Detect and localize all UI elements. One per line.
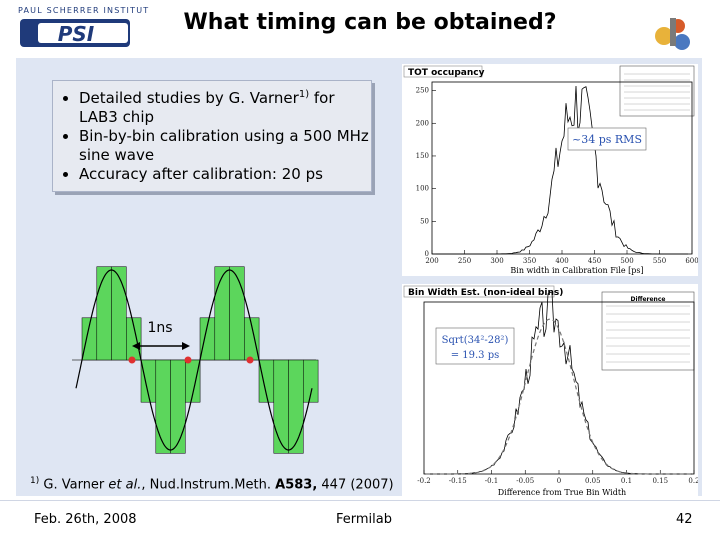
stats-box (601, 291, 695, 371)
x-tick-label: 0 (557, 477, 561, 485)
sine-calibration-diagram: 1ns (72, 266, 319, 454)
x-tick-label: 500 (620, 257, 633, 265)
footer-date: Feb. 26th, 2008 (34, 512, 137, 527)
sqrt-annotation-box (435, 327, 515, 365)
zero-crossing-dot (184, 356, 192, 364)
x-tick-label: 350 (523, 257, 536, 265)
bin-bar (170, 359, 186, 454)
bullet-item: Bin-by-bin calibration using a 500 MHz s… (79, 127, 371, 165)
plot-top-xlabel: Bin width in Calibration File [ps] (510, 266, 643, 275)
bin-bar (288, 359, 304, 454)
bullet-box: Detailed studies by G. Varner1) for LAB3… (52, 80, 372, 192)
bin-bar (229, 266, 245, 361)
bin-width-estimate-plot: Bin Width Est. (non-ideal bins) Differen… (402, 284, 698, 498)
period-label: 1ns (147, 320, 172, 336)
tot-occupancy-plot: TOT occupancy 200 250 300 350 400 450 500 550 60… (402, 64, 698, 276)
gaussian-fit-line (426, 318, 692, 475)
y-tick-label: 0 (425, 250, 429, 258)
plot-top-title: TOT occupancy (408, 68, 485, 78)
y-tick-label: 200 (416, 119, 429, 127)
bin-bar (111, 266, 127, 361)
x-tick-label: -0.2 (417, 477, 431, 485)
bullet-list: Detailed studies by G. Varner1) for LAB3… (53, 85, 371, 184)
y-tick-label: 100 (416, 185, 429, 193)
footer-divider (0, 500, 720, 501)
histogram-line (436, 85, 688, 255)
zero-crossing-dot (128, 356, 136, 364)
footer-venue: Fermilab (336, 512, 392, 527)
rms-annotation-box (567, 127, 647, 151)
page-number: 42 (676, 512, 693, 527)
x-tick-label: 400 (555, 257, 568, 265)
x-tick-label: 300 (490, 257, 503, 265)
x-tick-label: 0.05 (585, 477, 601, 485)
x-tick-label: 450 (588, 257, 601, 265)
psi-logo: PAUL SCHERRER INSTITUT PSI (18, 6, 150, 52)
bin-bar (303, 359, 319, 403)
sqrt-annotation-line1: Sqrt(34²-28²) (442, 335, 509, 346)
x-tick-label: -0.05 (516, 477, 534, 485)
plot-bottom-title: Bin Width Est. (non-ideal bins) (408, 288, 563, 298)
stats-title: Difference (631, 296, 666, 303)
x-tick-label: -0.15 (449, 477, 467, 485)
x-tick-label: 0.2 (688, 477, 698, 485)
bin-bars (81, 266, 319, 454)
sqrt-annotation-line2: = 19.3 ps (451, 350, 500, 361)
logo-mark-text: PSI (58, 22, 95, 46)
stats-box (619, 65, 695, 117)
psi-logo-mark: PSI (20, 19, 130, 47)
bin-bar (185, 359, 201, 403)
bullet-item: Accuracy after calibration: 20 ps (79, 165, 371, 184)
rms-annotation: ~34 ps RMS (572, 133, 642, 146)
x-tick-label: 200 (425, 257, 438, 265)
y-tick-label: 150 (416, 152, 429, 160)
bin-bar (155, 359, 171, 454)
y-tick-label: 50 (420, 217, 429, 225)
x-tick-label: 0.1 (621, 477, 632, 485)
bin-bar (273, 359, 289, 454)
x-tick-label: -0.1 (485, 477, 499, 485)
x-tick-label: 0.15 (652, 477, 668, 485)
y-tick-label: 250 (416, 87, 429, 95)
zero-crossing-dot (246, 356, 254, 364)
lab-emblem-icon (655, 18, 690, 50)
x-tick-label: 600 (685, 257, 698, 265)
bin-bar (214, 266, 230, 361)
x-tick-label: 250 (458, 257, 471, 265)
slide-title: What timing can be obtained? (183, 10, 557, 35)
x-tick-label: 550 (653, 257, 666, 265)
arrow-right-head (182, 342, 190, 350)
plot-bottom-xlabel: Difference from True Bin Width (498, 488, 626, 497)
bin-bar (96, 266, 112, 361)
arrow-left-head (132, 342, 140, 350)
footnote: 1) G. Varner et al., Nud.Instrum.Meth. A… (30, 476, 394, 493)
sine-wave (75, 269, 313, 451)
logo-institute-text: PAUL SCHERRER INSTITUT (18, 6, 150, 15)
bullet-item: Detailed studies by G. Varner1) for LAB3… (79, 85, 371, 127)
